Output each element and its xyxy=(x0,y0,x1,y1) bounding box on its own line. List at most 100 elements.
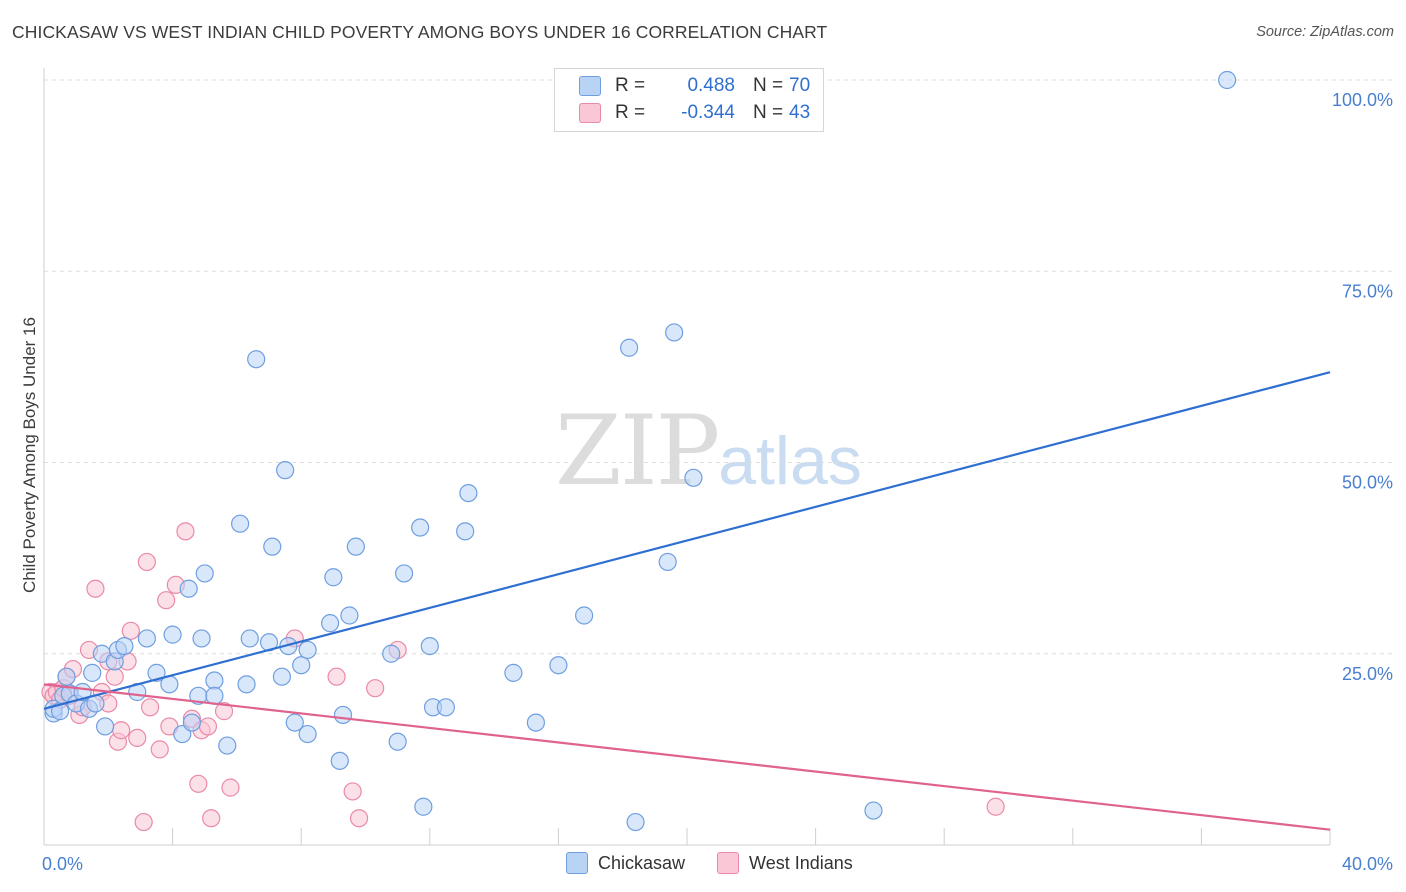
west-indians-point xyxy=(150,740,169,759)
chickasaw-point xyxy=(459,484,478,503)
chickasaw-point xyxy=(526,713,545,732)
chart-title: CHICKASAW VS WEST INDIAN CHILD POVERTY A… xyxy=(12,22,828,42)
source-credit: Source: ZipAtlas.com xyxy=(1256,24,1394,40)
watermark-zip: ZIP xyxy=(555,395,720,507)
chickasaw-point xyxy=(298,640,317,660)
chickasaw-point xyxy=(504,663,523,682)
chickasaw-point xyxy=(665,323,684,342)
r-label: R = xyxy=(615,102,646,123)
west-indians-point xyxy=(986,797,1005,816)
chickasaw-point xyxy=(321,614,340,633)
legend-row-chickasaw: R = 0.488 N = 70 xyxy=(579,73,810,99)
watermark-atlas: atlas xyxy=(718,423,862,499)
chickasaw-point xyxy=(324,568,343,587)
west-indians-point xyxy=(121,621,140,640)
west-indians-point xyxy=(137,552,156,572)
chickasaw-point xyxy=(272,667,292,686)
west-indians-point xyxy=(128,728,147,748)
chickasaw-point xyxy=(333,705,353,725)
west-indians-point xyxy=(343,782,362,801)
west-indians-swatch xyxy=(579,103,601,123)
y-tick-labels: 25.0% 50.0% 75.0% 100.0% xyxy=(1332,90,1393,684)
legend-row-west-indians: R = -0.344 N = 43 xyxy=(579,100,810,126)
chickasaw-point xyxy=(620,338,639,357)
chickasaw-point xyxy=(456,522,475,541)
chickasaw-point xyxy=(292,656,311,675)
correlation-legend: R = 0.488 N = 70 R = -0.344 N = 43 xyxy=(554,68,824,132)
chickasaw-trend-line xyxy=(43,371,1331,710)
chickasaw-point xyxy=(147,663,166,682)
chickasaw-swatch xyxy=(566,852,588,874)
west-indians-point xyxy=(202,809,221,828)
chickasaw-point xyxy=(83,663,102,682)
chickasaw-point xyxy=(247,350,266,369)
chickasaw-point xyxy=(182,713,201,732)
west-indians-point xyxy=(134,812,153,832)
axes xyxy=(43,68,1330,846)
west-indians-point xyxy=(366,679,385,698)
chickasaw-point xyxy=(195,564,214,583)
west-indians-point xyxy=(176,522,195,541)
chickasaw-point xyxy=(330,751,349,770)
y-tick-label: 50.0% xyxy=(1342,473,1393,493)
west-indians-point xyxy=(327,667,346,686)
legend-label-west-indians: West Indians xyxy=(749,852,853,873)
r-value: -0.344 xyxy=(681,102,735,123)
chickasaw-point xyxy=(436,698,455,717)
legend-item-chickasaw: Chickasaw xyxy=(566,852,685,874)
chickasaw-point xyxy=(382,644,401,663)
chickasaw-point xyxy=(192,629,211,648)
chickasaw-point xyxy=(285,713,304,732)
chickasaw-point xyxy=(864,801,883,820)
legend-item-west-indians: West Indians xyxy=(717,852,853,874)
chickasaw-point xyxy=(240,629,259,648)
west-indians-point xyxy=(105,667,124,686)
chickasaw-point xyxy=(231,514,250,533)
trend-lines xyxy=(43,371,1331,831)
chickasaw-point xyxy=(411,518,430,537)
chickasaw-point xyxy=(115,636,134,656)
legend-label-chickasaw: Chickasaw xyxy=(598,852,686,873)
chickasaw-point xyxy=(394,564,414,583)
chickasaw-point xyxy=(218,736,237,755)
west-indians-trend-line xyxy=(43,683,1331,831)
chickasaw-swatch xyxy=(579,76,601,96)
x-tick-label-min: 0.0% xyxy=(42,854,83,874)
west-indians-point xyxy=(140,698,160,717)
chickasaw-point xyxy=(179,579,198,598)
chickasaw-point xyxy=(414,797,433,816)
chickasaw-point xyxy=(388,732,407,751)
chickasaw-point xyxy=(340,606,359,625)
west-indians-point xyxy=(214,702,234,721)
watermark: ZIPatlas xyxy=(555,395,862,507)
chickasaw-point xyxy=(420,636,439,656)
x-ticks xyxy=(43,828,1331,845)
n-value: 70 xyxy=(789,75,811,96)
chickasaw-point xyxy=(298,724,317,744)
chickasaw-point xyxy=(205,686,224,705)
west-indians-points xyxy=(41,522,1005,832)
y-tick-label: 75.0% xyxy=(1342,281,1393,301)
west-indians-swatch xyxy=(717,852,740,874)
y-axis-label: Child Poverty Among Boys Under 16 xyxy=(20,317,39,593)
chickasaw-point xyxy=(626,812,645,832)
chickasaw-point xyxy=(57,667,76,686)
chickasaw-point xyxy=(263,537,282,556)
chickasaw-point xyxy=(137,629,156,648)
west-indians-point xyxy=(221,778,240,797)
r-label: R = xyxy=(615,75,646,96)
y-tick-label: 100.0% xyxy=(1332,90,1393,110)
chickasaw-point xyxy=(549,656,568,675)
west-indians-point xyxy=(198,717,218,736)
chickasaw-point xyxy=(205,671,224,690)
chickasaw-point xyxy=(276,461,295,480)
west-indians-point xyxy=(189,774,208,793)
n-label: N = xyxy=(753,102,784,123)
chickasaw-point xyxy=(237,675,256,694)
series-legend: Chickasaw West Indians xyxy=(566,852,885,874)
r-value: 0.488 xyxy=(687,75,735,96)
chickasaw-point xyxy=(95,717,115,736)
chickasaw-point xyxy=(684,468,703,487)
gridlines xyxy=(44,79,1394,655)
